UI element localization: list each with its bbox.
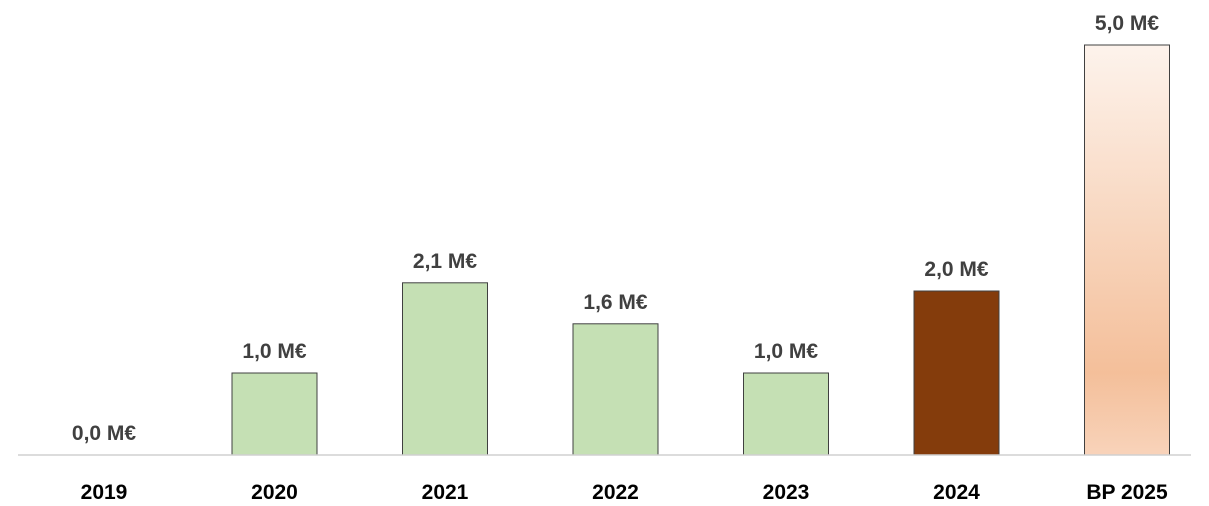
data-label-2023: 1,0 M€ (754, 340, 819, 363)
category-axis: 2019 2020 2021 2022 2023 2024 BP 2025 (81, 481, 1168, 504)
data-label-2022: 1,6 M€ (583, 291, 648, 314)
category-label-2019: 2019 (81, 481, 128, 504)
bar-2021 (402, 282, 488, 456)
data-label-2019: 0,0 M€ (72, 422, 137, 445)
category-label-2023: 2023 (763, 481, 810, 504)
data-label-2024: 2,0 M€ (924, 258, 989, 281)
bar-2023 (743, 372, 829, 456)
bar-2024 (913, 290, 1000, 456)
bar-bp-2025 (1084, 44, 1170, 456)
category-label-2020: 2020 (251, 481, 298, 504)
labels-layer: 0,0 M€ 1,0 M€ 2,1 M€ 1,6 M€ 1,0 M€ 2,0 M€ 5,0 … (72, 12, 1160, 445)
bar-2022 (572, 323, 659, 456)
category-label-2022: 2022 (592, 481, 639, 504)
bars-layer (231, 44, 1170, 456)
data-label-2020: 1,0 M€ (242, 340, 307, 363)
category-label-bp-2025: BP 2025 (1086, 481, 1168, 504)
data-label-2021: 2,1 M€ (413, 250, 478, 273)
category-label-2021: 2021 (422, 481, 469, 504)
bar-2020 (231, 372, 318, 456)
data-label-bp-2025: 5,0 M€ (1095, 12, 1160, 35)
category-label-2024: 2024 (933, 481, 980, 504)
